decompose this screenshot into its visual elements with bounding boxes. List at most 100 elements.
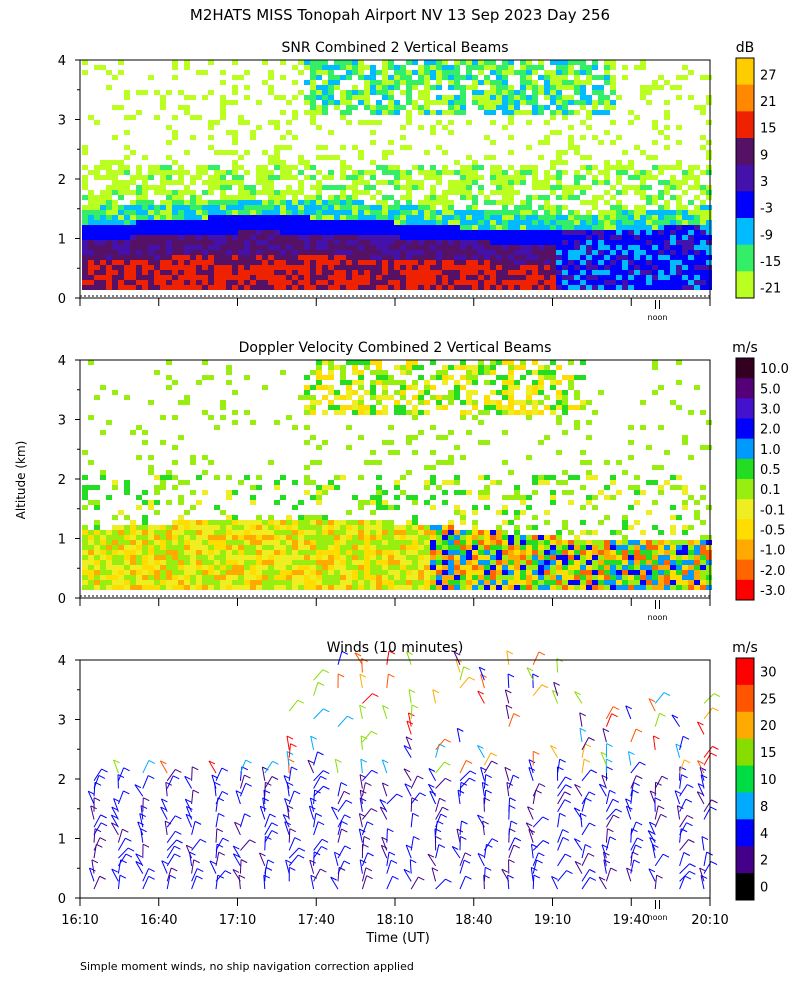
snr-cell [382, 195, 388, 200]
velocity-cell [208, 580, 214, 585]
velocity-cell [586, 460, 592, 465]
snr-cell [154, 245, 160, 250]
snr-cell [292, 215, 298, 220]
velocity-cell [358, 500, 364, 505]
velocity-cell [268, 540, 274, 545]
snr-cell [424, 215, 430, 220]
snr-cell [400, 215, 406, 220]
velocity-cell [274, 500, 280, 505]
velocity-cell [370, 555, 376, 560]
velocity-cell [610, 575, 616, 580]
snr-cell [148, 260, 154, 265]
snr-cell [196, 115, 202, 120]
snr-cell [400, 175, 406, 180]
snr-cell [394, 205, 400, 210]
snr-cell [460, 260, 466, 265]
snr-cell [190, 285, 196, 290]
velocity-cell [124, 585, 130, 590]
snr-cell [622, 275, 628, 280]
velocity-cell [454, 390, 460, 395]
snr-cell [622, 280, 628, 285]
snr-cell [610, 240, 616, 245]
velocity-cell [262, 585, 268, 590]
snr-cell [316, 110, 322, 115]
velocity-cell [280, 555, 286, 560]
velocity-cell [142, 530, 148, 535]
snr-cell [664, 80, 670, 85]
snr-cell [532, 195, 538, 200]
snr-cell [664, 205, 670, 210]
velocity-cell [460, 535, 466, 540]
snr-cell [154, 260, 160, 265]
snr-cell [640, 245, 646, 250]
velocity-cell [148, 455, 154, 460]
velocity-cell [190, 570, 196, 575]
snr-cell [304, 165, 310, 170]
velocity-cell [472, 505, 478, 510]
velocity-cell [214, 530, 220, 535]
snr-cell [268, 205, 274, 210]
velocity-cell [592, 570, 598, 575]
velocity-cell [484, 555, 490, 560]
snr-cell [346, 165, 352, 170]
snr-cell [436, 260, 442, 265]
snr-cell [238, 225, 244, 230]
snr-cell [454, 240, 460, 245]
velocity-cell [286, 415, 292, 420]
velocity-cell [136, 550, 142, 555]
snr-cell [562, 205, 568, 210]
velocity-cell [394, 530, 400, 535]
velocity-cell [436, 435, 442, 440]
snr-cell [190, 190, 196, 195]
snr-cell [286, 145, 292, 150]
velocity-cell [568, 580, 574, 585]
panel-title: SNR Combined 2 Vertical Beams [281, 40, 508, 56]
snr-cell [598, 140, 604, 145]
velocity-cell [466, 550, 472, 555]
velocity-cell [616, 550, 622, 555]
snr-cell [112, 280, 118, 285]
velocity-cell [406, 585, 412, 590]
velocity-cell [418, 575, 424, 580]
snr-cell [394, 240, 400, 245]
snr-cell [166, 210, 172, 215]
velocity-cell [568, 550, 574, 555]
snr-cell [550, 250, 556, 255]
velocity-cell [598, 390, 604, 395]
snr-cell [292, 275, 298, 280]
snr-cell [556, 225, 562, 230]
snr-cell [502, 275, 508, 280]
velocity-cell [634, 585, 640, 590]
velocity-cell [232, 525, 238, 530]
snr-cell [328, 235, 334, 240]
velocity-cell [370, 580, 376, 585]
snr-cell [490, 250, 496, 255]
snr-cell [424, 285, 430, 290]
velocity-cell [232, 575, 238, 580]
velocity-cell [436, 375, 442, 380]
velocity-cell [532, 575, 538, 580]
snr-cell [154, 170, 160, 175]
snr-cell [166, 190, 172, 195]
velocity-cell [238, 550, 244, 555]
snr-cell [538, 225, 544, 230]
velocity-cell [622, 515, 628, 520]
velocity-cell [88, 540, 94, 545]
velocity-cell [544, 550, 550, 555]
snr-cell [316, 245, 322, 250]
velocity-cell [364, 410, 370, 415]
snr-cell [478, 95, 484, 100]
velocity-cell [280, 520, 286, 525]
velocity-cell [262, 550, 268, 555]
snr-cell [154, 235, 160, 240]
velocity-cell [208, 525, 214, 530]
velocity-cell [178, 585, 184, 590]
velocity-cell [454, 550, 460, 555]
snr-cell [454, 80, 460, 85]
velocity-cell [250, 555, 256, 560]
velocity-cell [328, 570, 334, 575]
snr-cell [100, 230, 106, 235]
snr-cell [466, 230, 472, 235]
snr-cell [310, 255, 316, 260]
